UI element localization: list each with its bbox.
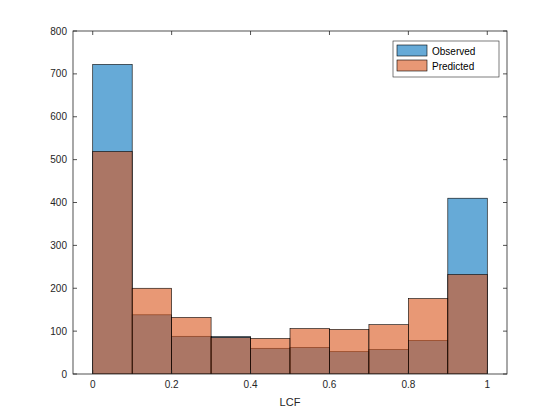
histogram-bar [448, 198, 487, 374]
bars [93, 64, 488, 374]
y-tick [73, 331, 77, 332]
chart-root: 0 0.2 0.4 0.6 0.8 1 0 100 200 300 400 500 600 700 800 L… [0, 0, 560, 420]
legend-box [393, 41, 499, 77]
y-tick-right [503, 159, 507, 160]
background [0, 0, 560, 420]
legend-label: Predicted [432, 61, 474, 72]
y-tick-label: 0 [61, 369, 67, 380]
x-tick-top [92, 31, 93, 35]
legend-swatch [397, 60, 427, 71]
x-tick-label: 0.2 [165, 379, 179, 390]
y-tick [73, 31, 77, 32]
y-tick-right [503, 73, 507, 74]
histogram-bar [448, 275, 487, 374]
histogram-bar [93, 151, 132, 374]
y-tick [73, 116, 77, 117]
x-tick-label: 0 [90, 379, 96, 390]
x-tick [329, 370, 330, 374]
y-tick-label: 700 [50, 68, 67, 79]
y-tick-right [503, 116, 507, 117]
y-tick-label: 500 [50, 154, 67, 165]
y-tick-label: 800 [50, 26, 67, 37]
legend: Observed Predicted [393, 41, 499, 77]
legend-swatch [397, 45, 427, 56]
x-tick-top [171, 31, 172, 35]
axes-frame [73, 31, 507, 374]
x-tick [171, 370, 172, 374]
y-tick [73, 73, 77, 74]
x-tick [487, 370, 488, 374]
y-tick [73, 202, 77, 203]
histogram-bar [211, 338, 250, 374]
x-tick-top [408, 31, 409, 35]
y-tick-right [503, 245, 507, 246]
histogram-bar [290, 329, 329, 374]
x-tick-top [487, 31, 488, 35]
y-tick-right [503, 31, 507, 32]
y-tick-label: 400 [50, 197, 67, 208]
y-tick-label: 300 [50, 240, 67, 251]
histogram-bar [329, 329, 368, 374]
y-tick-label: 100 [50, 326, 67, 337]
histogram-bar [211, 337, 250, 374]
y-tick [73, 288, 77, 289]
plot-area [73, 31, 507, 374]
y-tick-right [503, 374, 507, 375]
y-tick [73, 374, 77, 375]
x-tick-label: 0.8 [401, 379, 415, 390]
y-tick-right [503, 331, 507, 332]
histogram-bar [132, 288, 171, 374]
x-tick [92, 370, 93, 374]
histogram-bar [172, 317, 211, 374]
x-tick-top [329, 31, 330, 35]
x-axis-label: LCF [280, 396, 301, 408]
y-tick-right [503, 288, 507, 289]
legend-label: Observed [432, 46, 475, 57]
y-tick-label: 600 [50, 111, 67, 122]
y-tick-right [503, 202, 507, 203]
y-tick-label: 200 [50, 283, 67, 294]
histogram-bar [251, 338, 290, 374]
x-tick-label: 1 [484, 379, 490, 390]
y-tick [73, 159, 77, 160]
histogram-bar [93, 64, 132, 374]
chart-svg: 0 0.2 0.4 0.6 0.8 1 0 100 200 300 400 500 600 700 800 L… [0, 0, 560, 420]
x-tick [250, 370, 251, 374]
histogram-bar [369, 325, 408, 374]
x-tick [408, 370, 409, 374]
x-tick-label: 0.4 [244, 379, 258, 390]
y-tick [73, 245, 77, 246]
histogram-bar [408, 299, 447, 374]
x-tick-top [250, 31, 251, 35]
x-tick-label: 0.6 [323, 379, 337, 390]
